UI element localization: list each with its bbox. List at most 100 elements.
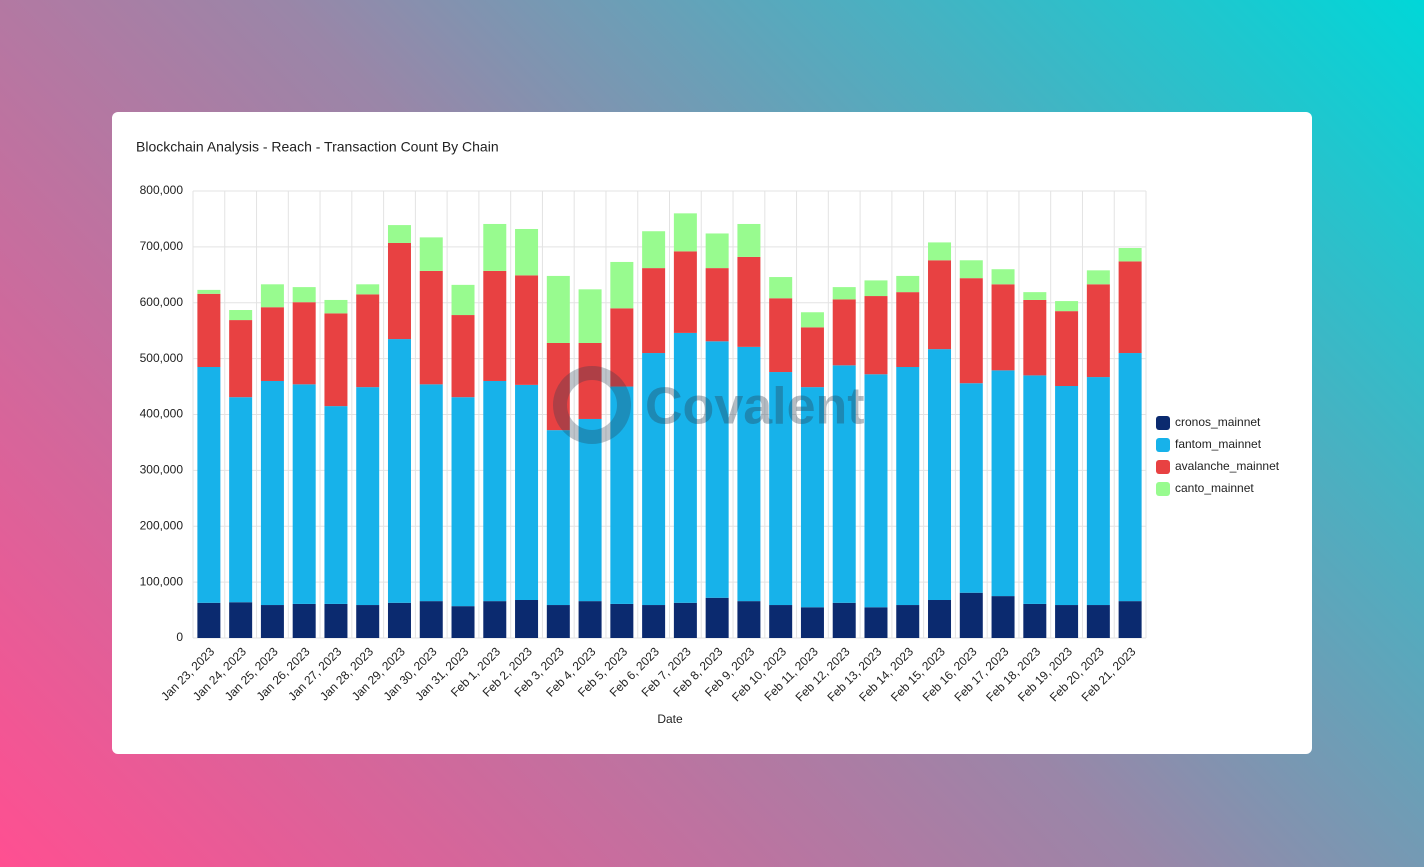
- bar-segment: [769, 372, 793, 606]
- legend-label: canto_mainnet: [1175, 481, 1254, 495]
- bar-segment: [483, 223, 507, 271]
- bar-segment: [610, 261, 634, 309]
- bar-segment: [800, 327, 824, 388]
- bar-segment: [642, 231, 666, 269]
- bar-segment: [419, 270, 443, 385]
- watermark-logo: [553, 366, 631, 444]
- bar-segment: [515, 384, 539, 601]
- bar-segment: [991, 370, 1015, 597]
- bar-segment: [451, 397, 475, 607]
- bar-segment: [387, 339, 411, 603]
- bar-segment: [1118, 261, 1142, 354]
- bar-segment: [1118, 247, 1142, 262]
- bar-segment: [705, 597, 729, 638]
- bar-segment: [1055, 605, 1079, 638]
- bar-segment: [292, 302, 316, 385]
- bar-segment: [356, 387, 380, 606]
- legend-label: avalanche_mainnet: [1175, 459, 1280, 473]
- y-tick-label: 700,000: [140, 239, 184, 253]
- bar-segment: [991, 269, 1015, 285]
- legend-swatch: [1156, 416, 1170, 430]
- bar-segment: [260, 380, 284, 606]
- bar-segment: [197, 367, 221, 603]
- bar-segment: [419, 384, 443, 602]
- bar-segment: [673, 213, 697, 252]
- watermark: Covalent: [645, 378, 865, 436]
- bar-segment: [642, 605, 666, 638]
- bar-segment: [1086, 605, 1110, 638]
- bar-segment: [387, 225, 411, 243]
- bar-segment: [991, 596, 1015, 638]
- bar-segment: [578, 342, 602, 419]
- x-axis-label: Date: [657, 712, 683, 726]
- bar-segment: [769, 277, 793, 299]
- bar-segment: [515, 275, 539, 385]
- bar-segment: [324, 313, 348, 407]
- bar-segment: [229, 310, 253, 321]
- bar-segment: [705, 233, 729, 269]
- bar-segment: [896, 292, 920, 368]
- bar-segment: [578, 601, 602, 638]
- bar-segment: [832, 602, 856, 638]
- bar-segment: [1086, 270, 1110, 285]
- bar-segment: [1055, 311, 1079, 387]
- bar-segment: [991, 284, 1015, 371]
- bar-segment: [197, 602, 221, 638]
- y-tick-label: 400,000: [140, 407, 184, 421]
- bar-segment: [864, 607, 888, 638]
- bar-segment: [610, 386, 634, 604]
- bar-segment: [483, 380, 507, 602]
- bar-segment: [356, 605, 380, 638]
- chart-title: Blockchain Analysis - Reach - Transactio…: [136, 139, 499, 155]
- bar-segment: [1023, 375, 1047, 604]
- y-tick-label: 0: [176, 630, 183, 644]
- bar-segment: [610, 603, 634, 638]
- bar-segment: [896, 275, 920, 293]
- bar-segment: [642, 268, 666, 354]
- bar-segment: [197, 289, 221, 294]
- bar-segment: [324, 299, 348, 314]
- bar-segment: [1023, 299, 1047, 376]
- bar-segment: [864, 280, 888, 297]
- bar-segment: [260, 284, 284, 308]
- bar-segment: [896, 605, 920, 638]
- y-tick-label: 200,000: [140, 518, 184, 532]
- legend-label: cronos_mainnet: [1175, 415, 1261, 429]
- legend-swatch: [1156, 438, 1170, 452]
- bar-segment: [832, 299, 856, 366]
- bar-segment: [260, 307, 284, 381]
- bar-segment: [356, 294, 380, 388]
- bar-segment: [260, 605, 284, 638]
- bar-segment: [642, 353, 666, 606]
- bar-segment: [451, 284, 475, 316]
- bar-segment: [1086, 377, 1110, 606]
- bar-segment: [1055, 386, 1079, 606]
- bar-segment: [928, 600, 952, 638]
- bar-segment: [515, 600, 539, 638]
- bar-segment: [324, 603, 348, 638]
- bar-segment: [959, 260, 983, 279]
- bar-segment: [864, 296, 888, 375]
- bar-segment: [800, 387, 824, 608]
- bar-segment: [292, 287, 316, 303]
- bar-segment: [769, 298, 793, 373]
- bar-segment: [356, 284, 380, 295]
- bar-segment: [737, 601, 761, 638]
- bar-segment: [1023, 603, 1047, 638]
- bar-segment: [451, 315, 475, 398]
- bar-segment: [896, 367, 920, 606]
- bar-segment: [578, 289, 602, 343]
- legend-label: fantom_mainnet: [1175, 437, 1262, 451]
- bar-segment: [769, 605, 793, 638]
- bar-segment: [197, 293, 221, 368]
- bar-segment: [1023, 292, 1047, 300]
- bar-segment: [419, 601, 443, 638]
- y-tick-label: 800,000: [140, 183, 184, 197]
- bar-segment: [737, 256, 761, 347]
- bar-segment: [673, 602, 697, 638]
- bar-segment: [673, 332, 697, 603]
- y-tick-label: 500,000: [140, 351, 184, 365]
- bar-segment: [1086, 284, 1110, 378]
